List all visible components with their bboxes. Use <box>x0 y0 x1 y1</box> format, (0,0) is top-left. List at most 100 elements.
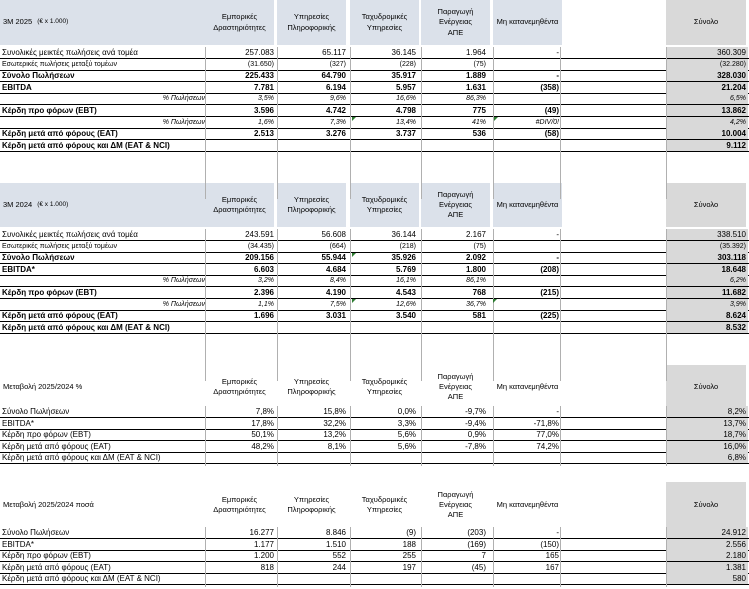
column-header-1: Υπηρεσίες Πληροφορικής <box>287 494 336 514</box>
row-underline <box>0 332 749 334</box>
cell-value: 8,2% <box>666 406 748 417</box>
cell-value: 8.846 <box>325 528 346 537</box>
cell-value: 255 <box>402 551 416 561</box>
row-underline <box>0 116 749 117</box>
cell-value: (150) <box>540 539 559 549</box>
cell-value: 64.790 <box>321 71 346 81</box>
cell-value: (35.392) <box>666 240 748 252</box>
column-header-5: Σύνολο <box>666 183 746 227</box>
cell-value: 3,9% <box>666 298 748 310</box>
column-header-5: Σύνολο <box>666 482 746 528</box>
row-label: Εσωτερικές πωλήσεις μεταξύ τομέων <box>2 242 117 250</box>
cell-value: 16,1% <box>396 277 416 285</box>
cell-value: 775 <box>472 106 486 115</box>
row-underline <box>0 274 749 276</box>
table-row: EBITDA 7.781 6.194 5.957 1.631 (358) 21.204 <box>0 81 749 94</box>
cell-value: 77,0% <box>536 430 559 440</box>
cell-value: 1.381 <box>666 561 748 573</box>
row-label: Κέρδη μετά από φόρους και ΔΜ (EAT & NCI) <box>2 574 161 584</box>
column-divider <box>493 47 494 199</box>
cell-value: 6,8% <box>666 452 748 464</box>
row-underline <box>0 572 749 574</box>
cell-value: -9,4% <box>465 418 486 428</box>
cell-value: 360.309 <box>666 47 748 58</box>
cell-value: 2.513 <box>253 129 274 139</box>
cell-value: 197 <box>402 562 416 572</box>
row-underline <box>0 451 749 453</box>
cell-value: (358) <box>540 82 559 92</box>
row-label: Κέρδη μετά από φόρους (EAT) <box>2 562 111 572</box>
cell-value: - <box>556 253 559 263</box>
cell-value: 243.591 <box>245 230 274 239</box>
column-header-3: Παραγωγή Ενέργειας ΑΠΕ <box>437 489 474 520</box>
column-header-5: Σύνολο <box>666 365 746 409</box>
column-header-3: Παραγωγή Ενέργειας ΑΠΕ <box>421 183 490 227</box>
cell-value: 8,1% <box>327 441 346 451</box>
cell-value: 6.603 <box>253 264 274 274</box>
row-label: Κέρδη προ φόρων (EBT) <box>2 106 97 115</box>
row-label: EBITDA* <box>2 539 35 549</box>
cell-value: 3,5% <box>258 95 274 103</box>
table-row: Κέρδη προ φόρων (EBT) 1.200 552 255 7 165 2.18… <box>0 550 749 563</box>
row-label: % Πωλήσεων <box>162 300 205 308</box>
row-label: Κέρδη μετά από φόρους και ΔΜ (EAT & NCI) <box>2 322 170 332</box>
column-header-3: Παραγωγή Ενέργειας ΑΠΕ <box>437 371 474 402</box>
cell-value: #DIV/0! <box>535 118 559 126</box>
cell-value: (203) <box>467 528 486 537</box>
cell-value: 13,2% <box>323 430 346 440</box>
cell-value: 2.556 <box>666 538 748 550</box>
cell-value: 6,5% <box>666 93 748 105</box>
column-divider <box>493 527 494 587</box>
row-label: Κέρδη προ φόρων (EBT) <box>2 551 91 561</box>
column-header-1: Υπηρεσίες Πληροφορικής <box>277 183 346 227</box>
table-row: Κέρδη μετά από φόρους (EAT) 48,2% 8,1% 5,6%… <box>0 440 749 453</box>
cell-value: 7,8% <box>255 407 274 416</box>
unit-label: (€ x 1.000) <box>37 18 69 26</box>
cell-value: 3.540 <box>395 311 416 321</box>
row-label: Κέρδη μετά από φόρους και ΔΜ (EAT & NCI) <box>2 453 161 463</box>
table-row: Κέρδη μετά από φόρους (EAT) 1.696 3.031 3.5… <box>0 310 749 323</box>
column-header-0: Εμπορικές Δραστηριότητες <box>213 494 266 514</box>
cell-value: - <box>556 407 559 416</box>
cell-value: - <box>556 230 559 239</box>
table-row: Κέρδη προ φόρων (EBT) 2.396 4.190 4.543 768 (… <box>0 287 749 299</box>
row-underline <box>0 428 749 430</box>
error-indicator-icon <box>352 299 356 303</box>
table-row: % Πωλήσεων 3,5% 9,6% 16,6% 86,3% 6,5% <box>0 93 749 106</box>
cell-value: 8,4% <box>330 277 346 285</box>
cell-value: 13.862 <box>666 105 748 116</box>
cell-value: 11.682 <box>666 287 748 298</box>
table-row: Εσωτερικές πωλήσεις μεταξύ τομέων (34.435… <box>0 240 749 253</box>
cell-value: (31.650) <box>247 60 274 68</box>
cell-value: 56.608 <box>321 230 346 239</box>
cell-value: (75) <box>473 242 486 250</box>
cell-value: (327) <box>329 60 346 68</box>
row-label: Κέρδη μετά από φόρους (EAT) <box>2 311 118 321</box>
cell-value: 818 <box>260 562 274 572</box>
cell-value: 3,3% <box>397 418 416 428</box>
cell-value: 18.648 <box>666 263 748 275</box>
table-row: % Πωλήσεων 3,2% 8,4% 16,1% 86,1% 6,2% <box>0 275 749 288</box>
table-row: Σύνολο Πωλήσεων 209.156 55.944 35.926 2.092 -… <box>0 252 749 265</box>
cell-value: 1.200 <box>253 551 274 561</box>
cell-value: - <box>556 71 559 81</box>
table-row: Κέρδη προ φόρων (EBT) 3.596 4.742 4.798 775 (… <box>0 105 749 117</box>
cell-value: 7,3% <box>330 118 346 126</box>
cell-value: 1.696 <box>253 311 274 321</box>
cell-value: 36,7% <box>466 300 486 308</box>
table-row: EBITDA* 6.603 4.684 5.769 1.800 (208) 18.648 <box>0 263 749 276</box>
cell-value: 41% <box>471 118 486 126</box>
cell-value: -7,8% <box>465 441 486 451</box>
column-header-2: Ταχυδρομικές Υπηρεσίες <box>350 0 419 45</box>
cell-value: 12,6% <box>396 300 416 308</box>
cell-value: -71,8% <box>533 418 559 428</box>
table-title: Μεταβολή 2025/2024 ποσά <box>0 482 208 528</box>
cell-value: 5,6% <box>397 441 416 451</box>
cell-value: 65.117 <box>322 48 346 57</box>
cell-value: 225.433 <box>245 71 274 81</box>
cell-value: - <box>556 528 559 537</box>
cell-value: 4.684 <box>325 264 346 274</box>
cell-value: 0,0% <box>397 407 416 416</box>
cell-value: 50,1% <box>251 430 274 440</box>
row-underline <box>0 139 749 141</box>
